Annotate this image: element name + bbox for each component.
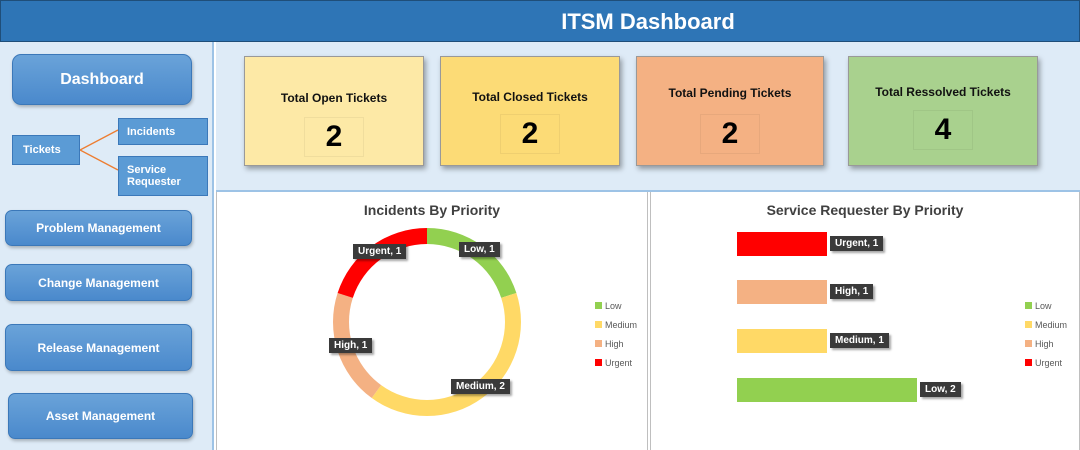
incidents-chart-panel: Incidents By Priority Low Medium High Urgen… xyxy=(216,192,648,450)
sidebar: Dashboard Tickets Incidents Service Requ… xyxy=(0,42,214,450)
donut-slice-low xyxy=(427,228,517,298)
kpi-label: Total Pending Tickets xyxy=(668,86,792,100)
legend-item-urgent: Urgent xyxy=(595,353,637,372)
legend-label: Medium xyxy=(1035,319,1068,330)
chart-title: Service Requester By Priority xyxy=(766,202,964,218)
data-label: Low, 1 xyxy=(459,242,500,257)
legend-label: High xyxy=(605,338,624,349)
legend-swatch xyxy=(1025,302,1032,309)
legend-label: High xyxy=(1035,338,1054,349)
data-label: High, 1 xyxy=(329,338,373,353)
kpi-value: 2 xyxy=(701,115,759,153)
legend-item-medium: Medium xyxy=(595,315,637,334)
page-title: ITSM Dashboard xyxy=(561,9,735,34)
legend-item-high: High xyxy=(595,334,637,353)
incidents-button[interactable]: Incidents xyxy=(118,118,208,145)
incidents-label: Incidents xyxy=(127,125,176,138)
legend-item-low: Low xyxy=(595,296,637,315)
problem-management-button[interactable]: Problem Management xyxy=(5,210,192,246)
data-label: Low, 2 xyxy=(920,382,961,397)
data-label: Medium, 2 xyxy=(451,379,510,394)
title-bar: ITSM Dashboard xyxy=(0,0,1080,42)
tickets-connector-lines xyxy=(80,129,119,171)
release-management-button[interactable]: Release Management xyxy=(5,324,192,371)
service-requester-label: Service Requester xyxy=(127,164,181,188)
service-requester-chart-panel: Service Requester By Priority Low Medium H… xyxy=(650,192,1080,450)
legend-item-high: High xyxy=(1025,334,1067,353)
legend-swatch xyxy=(595,321,602,328)
kpi-card-pending: Total Pending Tickets 2 xyxy=(636,56,824,166)
legend-swatch xyxy=(1025,340,1032,347)
legend-swatch xyxy=(1025,359,1032,366)
data-label: High, 1 xyxy=(830,284,874,299)
kpi-card-resolved: Total Ressolved Tickets 4 xyxy=(848,56,1038,166)
bar-urgent xyxy=(737,232,827,256)
bar-medium xyxy=(737,329,827,353)
service-requester-button[interactable]: Service Requester xyxy=(118,156,208,196)
legend-swatch xyxy=(595,340,602,347)
bar-low xyxy=(737,378,917,402)
kpi-label: Total Ressolved Tickets xyxy=(875,85,1011,99)
service-requester-legend: Low Medium High Urgent xyxy=(1025,296,1067,372)
legend-label: Low xyxy=(605,300,622,311)
kpi-value: 2 xyxy=(501,115,559,153)
kpi-card-closed: Total Closed Tickets 2 xyxy=(440,56,620,166)
incidents-legend: Low Medium High Urgent xyxy=(595,296,637,372)
change-management-button[interactable]: Change Management xyxy=(5,264,192,301)
dashboard-button[interactable]: Dashboard xyxy=(12,54,192,105)
kpi-value: 4 xyxy=(914,111,972,149)
bar-high xyxy=(737,280,827,304)
legend-swatch xyxy=(595,302,602,309)
data-label: Urgent, 1 xyxy=(830,236,884,251)
tickets-label: Tickets xyxy=(23,144,61,156)
service-requester-bar-chart xyxy=(737,232,917,402)
legend-label: Low xyxy=(1035,300,1052,311)
donut-slice-medium xyxy=(371,292,521,416)
legend-item-urgent: Urgent xyxy=(1025,353,1067,372)
donut-slice-urgent xyxy=(337,228,427,298)
legend-swatch xyxy=(595,359,602,366)
donut-slice-high xyxy=(333,292,382,399)
tickets-button[interactable]: Tickets xyxy=(12,135,80,165)
kpi-area: Total Open Tickets 2 Total Closed Ticket… xyxy=(216,42,1080,192)
legend-swatch xyxy=(1025,321,1032,328)
legend-item-low: Low xyxy=(1025,296,1067,315)
kpi-label: Total Closed Tickets xyxy=(472,90,588,104)
legend-label: Urgent xyxy=(1035,357,1063,368)
kpi-label: Total Open Tickets xyxy=(280,91,388,105)
legend-label: Medium xyxy=(605,319,638,330)
chart-title: Incidents By Priority xyxy=(363,202,501,218)
kpi-value: 2 xyxy=(305,118,363,156)
legend-item-medium: Medium xyxy=(1025,315,1067,334)
legend-label: Urgent xyxy=(605,357,633,368)
asset-management-button[interactable]: Asset Management xyxy=(8,393,193,439)
data-label: Medium, 1 xyxy=(830,333,889,348)
kpi-card-open: Total Open Tickets 2 xyxy=(244,56,424,166)
data-label: Urgent, 1 xyxy=(353,244,407,259)
